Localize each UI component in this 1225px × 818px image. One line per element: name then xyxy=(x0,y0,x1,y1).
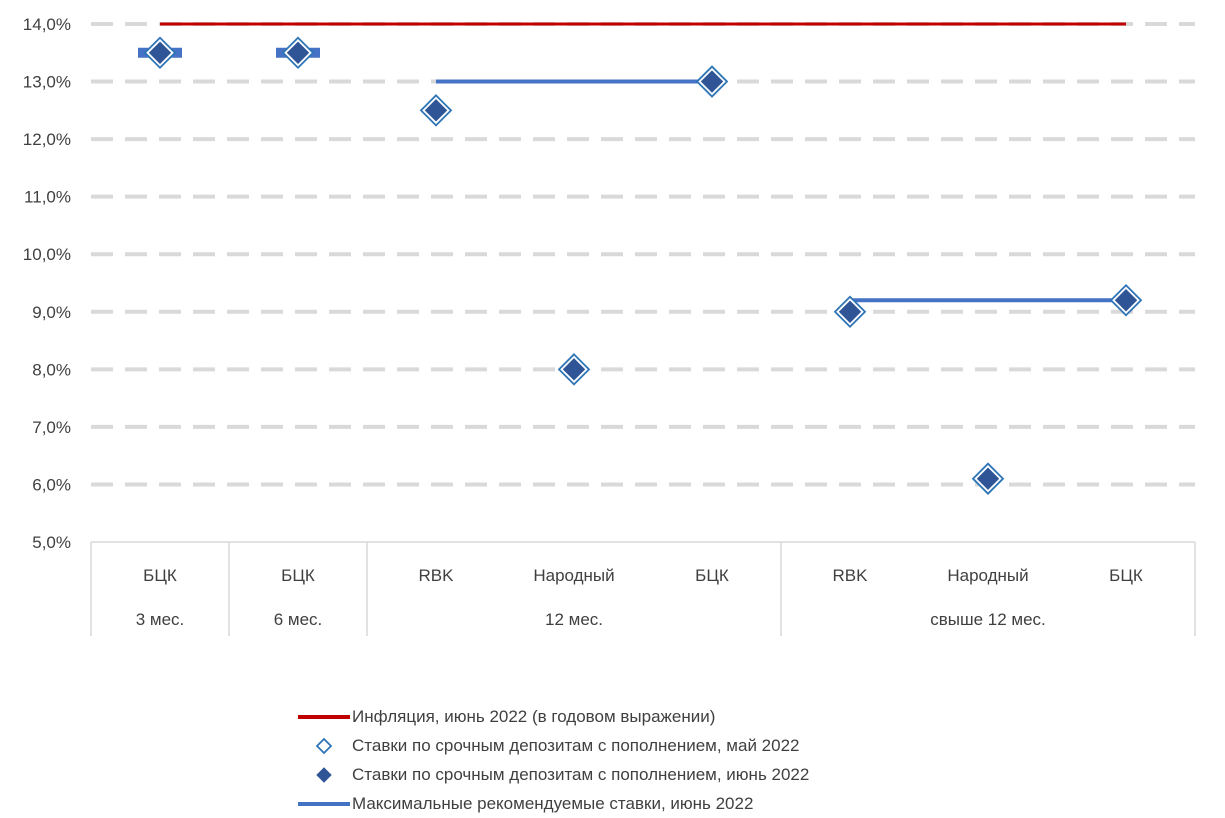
june-rate-marker xyxy=(148,41,172,64)
x-category-label: RBK xyxy=(833,566,869,585)
legend-filled-diamond-icon xyxy=(296,765,352,785)
chart: 5,0% 6,0% 7,0% 8,0% 9,0% 10,0% 11,0% 12,0% 13,0%… xyxy=(23,15,1196,636)
legend-item-max-rates: Максимальные рекомендуемые ставки, июнь … xyxy=(296,789,809,818)
y-tick-label: 13,0% xyxy=(23,73,71,92)
legend-label: Максимальные рекомендуемые ставки, июнь … xyxy=(352,793,754,813)
x-group-label: 6 мес. xyxy=(274,610,323,629)
legend-label: Инфляция, июнь 2022 (в годовом выражении… xyxy=(352,706,716,726)
x-axis: БЦК БЦК RBK Народный БЦК RBK Народный БЦК 3 мес.… xyxy=(90,541,1196,636)
y-tick-label: 11,0% xyxy=(24,188,71,207)
y-tick-label: 5,0% xyxy=(32,533,71,552)
june-rate-marker xyxy=(838,300,862,323)
x-category-label: RBK xyxy=(419,566,455,585)
y-tick-label: 10,0% xyxy=(23,245,71,264)
legend-item-may-rates: Ставки по срочным депозитам с пополнение… xyxy=(296,731,809,760)
legend-item-inflation: Инфляция, июнь 2022 (в годовом выражении… xyxy=(296,702,809,731)
x-category-label: БЦК xyxy=(281,566,315,585)
june-rate-marker xyxy=(286,41,310,64)
y-tick-label: 14,0% xyxy=(23,15,71,34)
legend-open-diamond-icon xyxy=(296,736,352,756)
y-tick-label: 7,0% xyxy=(32,418,71,437)
gridlines xyxy=(91,22,1195,487)
x-group-label: 12 мес. xyxy=(545,610,603,629)
june-rate-marker xyxy=(562,358,586,381)
y-tick-label: 6,0% xyxy=(32,475,71,494)
x-category-label: БЦК xyxy=(143,566,177,585)
y-axis-tick-labels: 5,0% 6,0% 7,0% 8,0% 9,0% 10,0% 11,0% 12,0% 13,0%… xyxy=(23,15,71,552)
legend: Инфляция, июнь 2022 (в годовом выражении… xyxy=(296,702,809,818)
y-tick-label: 8,0% xyxy=(32,360,71,379)
x-category-label: Народный xyxy=(533,566,614,585)
june-rate-marker xyxy=(424,99,448,122)
x-category-label: Народный xyxy=(947,566,1028,585)
y-tick-label: 12,0% xyxy=(23,130,71,149)
y-tick-label: 9,0% xyxy=(32,303,71,322)
x-category-label: БЦК xyxy=(695,566,729,585)
june-rate-marker xyxy=(1114,289,1138,312)
june-rate-marker xyxy=(976,467,1000,490)
legend-line-icon xyxy=(296,707,352,727)
series-layer xyxy=(138,22,1143,495)
june-rate-marker xyxy=(700,70,724,93)
x-category-label: БЦК xyxy=(1109,566,1143,585)
legend-label: Ставки по срочным депозитам с пополнение… xyxy=(352,735,800,755)
legend-item-june-rates: Ставки по срочным депозитам с пополнение… xyxy=(296,760,809,789)
x-group-label: свыше 12 мес. xyxy=(930,610,1046,629)
x-group-label: 3 мес. xyxy=(136,610,185,629)
legend-line-icon xyxy=(296,794,352,814)
legend-label: Ставки по срочным депозитам с пополнение… xyxy=(352,764,810,784)
